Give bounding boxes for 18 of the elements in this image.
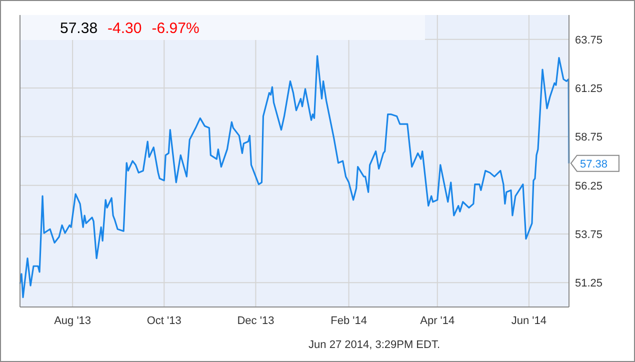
x-tick-label: Feb '14 [330,315,367,327]
annotation: -6.97% [152,20,200,37]
y-tick-label: 51.25 [575,278,603,290]
text: Jun 27 2014, 3:29PM EDT. [308,339,440,351]
y-tick-label: 63.75 [575,34,603,46]
y-tick-label: 56.25 [575,180,603,192]
annotation: 57.38 [60,20,98,37]
y-tick-label: 58.75 [575,132,603,144]
annotation: -4.30 [108,20,142,37]
x-tick-label: Aug '13 [54,315,92,327]
line-series [19,55,570,298]
y-tick-label: 61.25 [575,83,603,95]
y-tick-label: 53.75 [575,229,603,241]
x-tick-label: Apr '14 [420,315,455,327]
annotation: 57.38 [580,158,608,170]
x-tick-label: Oct '13 [146,315,182,327]
x-tick-label: Jun '14 [511,315,547,327]
x-tick-label: Dec '13 [237,315,274,327]
